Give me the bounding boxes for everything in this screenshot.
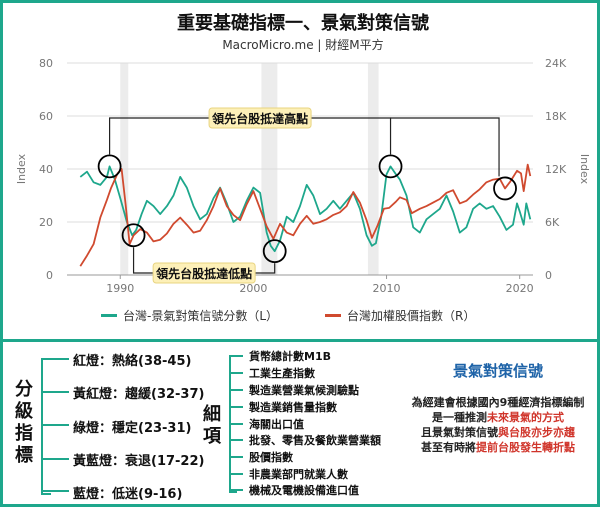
y-right-tick-label: 6K (545, 216, 560, 229)
item-connector (229, 439, 243, 441)
callout-title: 景氣對策信號 (452, 362, 543, 380)
item-connector (229, 456, 243, 458)
y-left-tick-label: 0 (46, 269, 53, 282)
item-stock-index: 股價指數 (249, 451, 293, 464)
low-label-box (152, 262, 256, 284)
item-manufacturing-climate: 製造業營業氣候測驗點 (249, 384, 359, 397)
item-connector (229, 355, 243, 357)
classification-title-char: 級 (15, 401, 33, 422)
item-nonfarm-employment: 非農業部門就業人數 (249, 468, 348, 481)
y-left-axis-label: Index (15, 153, 28, 184)
callout-line-2: 是一種推測未來景氣的方式 (408, 409, 588, 425)
turning-point-circle (378, 154, 403, 179)
lamp-connector (41, 391, 69, 393)
callout-line-4: 甚至有時將提前台股發生轉折點 (408, 439, 588, 455)
item-machinery-imports: 機械及電機設備進口值 (249, 484, 359, 497)
x-tick-label: 2020 (506, 282, 534, 295)
classification-bracket (41, 358, 51, 495)
lamp-connector (41, 358, 69, 360)
item-industrial-production: 工業生產指數 (249, 367, 315, 380)
classification-title-char: 分 (15, 379, 33, 400)
legend-label-taiex: 台灣加權股價指數（R） (347, 309, 476, 323)
x-tick-label: 2010 (373, 282, 401, 295)
item-manufacturing-sales: 製造業銷售量指數 (249, 401, 337, 414)
lamp-blue: 藍燈：低迷(9-16) (73, 487, 183, 502)
items-title-char: 項 (203, 426, 221, 447)
item-m1b: 貨幣總計數M1B (249, 350, 331, 363)
chart-legend: 台灣-景氣對策信號分數（L） 台灣加權股價指數（R） (3, 307, 600, 327)
y-left-tick-label: 60 (39, 110, 53, 123)
high-label-box (208, 107, 312, 129)
info-panel: 分 級 指 標 紅燈：熱絡(38-45) 黃紅燈：趨緩(32-37) 綠燈：穩定… (3, 342, 600, 510)
turning-point-circle (121, 223, 146, 248)
x-tick-label: 1990 (106, 282, 134, 295)
chart-title: 重要基礎指標一、景氣對策信號 (177, 13, 429, 34)
callout-line-3b: 與台股亦步亦趨 (498, 426, 575, 439)
item-connector (229, 389, 243, 391)
turning-point-circle (262, 239, 287, 264)
callout-line-2b: 未來景氣的方式 (487, 411, 564, 424)
lamp-yellow-red: 黃紅燈：趨緩(32-37) (73, 387, 205, 402)
classification-title-char: 指 (15, 423, 33, 444)
callout-line-3: 且景氣對策信號與台股亦步亦趨 (408, 424, 588, 440)
items-title: 細 項 (201, 404, 223, 448)
lamp-yellow-blue: 黃藍燈：衰退(17-22) (73, 454, 205, 469)
chart-area: 重要基礎指標一、景氣對策信號 MacroMicro.me | 財經M平方 80 6… (3, 3, 600, 339)
callout-line-4b: 提前台股發生轉折點 (476, 441, 575, 454)
y-right-tick-label: 18K (545, 110, 567, 123)
y-left-tick-label: 20 (39, 216, 53, 229)
callout-line-1: 為經建會根據國內9種經濟指標編制 (411, 396, 585, 409)
low-label: 領先台股抵達低點 (155, 266, 252, 281)
lamp-connector (41, 490, 69, 492)
callout-line-2a: 是一種推測 (432, 411, 487, 424)
items-title-char: 細 (203, 404, 221, 425)
series-line-taiex (79, 163, 532, 267)
callout-line-4a: 甚至有時將 (421, 441, 476, 454)
lamp-green: 綠燈：穩定(23-31) (73, 421, 192, 436)
lamp-red: 紅燈：熱絡(38-45) (73, 354, 192, 369)
y-left-tick-label: 80 (39, 57, 53, 70)
legend-item-taiex[interactable]: 台灣加權股價指數（R） (325, 307, 475, 324)
turning-point-circle (493, 176, 517, 201)
classification-title-char: 標 (15, 445, 33, 466)
classification-title: 分 級 指 標 (13, 379, 35, 467)
y-right-tick-label: 0 (545, 269, 552, 282)
section-divider (3, 339, 600, 342)
item-connector (229, 423, 243, 425)
item-retail-sales: 批發、零售及餐飲業營業額 (249, 434, 381, 447)
y-left-tick-label: 40 (39, 163, 53, 176)
legend-label-signal: 台灣-景氣對策信號分數（L） (123, 309, 279, 323)
x-tick-label: 2000 (239, 282, 267, 295)
item-connector (229, 489, 243, 491)
legend-swatch-signal (101, 314, 117, 317)
item-connector (229, 372, 243, 374)
item-connector (229, 473, 243, 475)
series-line-signal (79, 165, 532, 253)
y-right-axis-label: Index (578, 154, 591, 185)
high-label: 領先台股抵達高點 (211, 111, 308, 126)
turning-point-circle (97, 154, 122, 179)
lamp-connector (41, 424, 69, 426)
y-right-tick-label: 12K (545, 163, 567, 176)
callout-line-3a: 且景氣對策信號 (421, 426, 498, 439)
y-right-tick-label: 24K (545, 57, 567, 70)
legend-item-signal[interactable]: 台灣-景氣對策信號分數（L） (101, 307, 278, 324)
high-bracket-extension (390, 117, 500, 177)
item-connector (229, 406, 243, 408)
lamp-connector (41, 458, 69, 460)
line-chart: 80 60 40 20 0 24K 18K 12K 6K 0 Index Index 1990 2000 2… (15, 57, 591, 295)
chart-subtitle: MacroMicro.me | 財經M平方 (222, 38, 384, 52)
legend-swatch-taiex (325, 314, 341, 317)
item-exports: 海關出口值 (249, 418, 304, 431)
